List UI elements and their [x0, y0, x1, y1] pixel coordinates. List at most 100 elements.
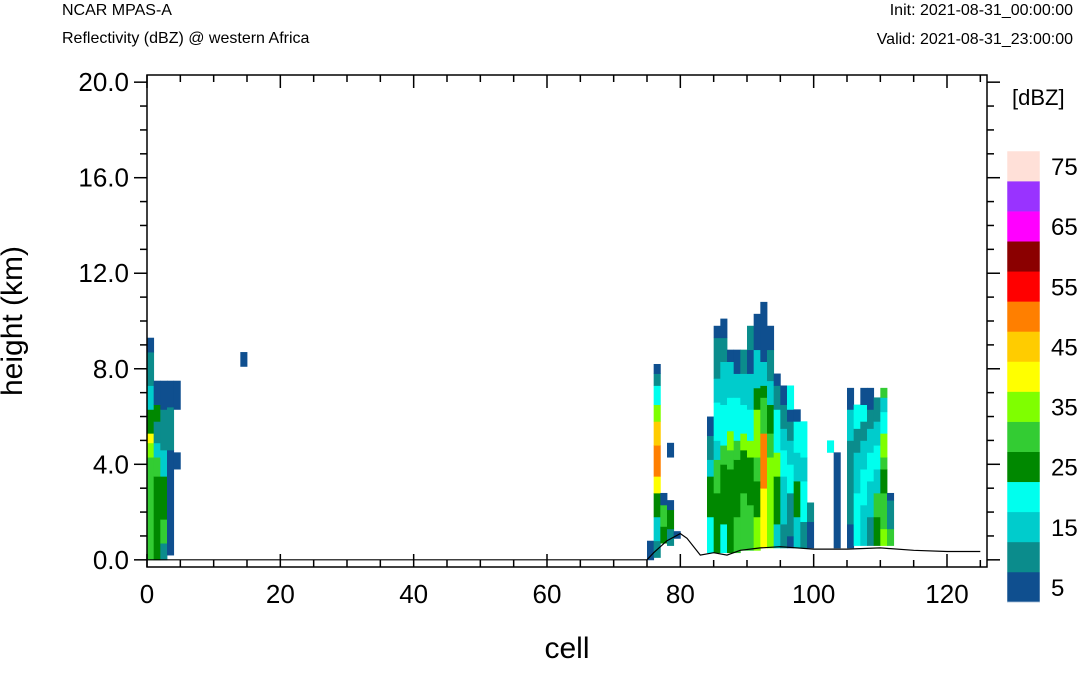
y-tick-label: 8.0	[93, 354, 129, 384]
reflectivity-cell	[787, 464, 795, 494]
reflectivity-cell	[793, 452, 801, 482]
y-axis-ticks: 0.0 4.0 8.0 12.0 16.0 20.0	[78, 67, 1000, 575]
reflectivity-cell	[720, 524, 728, 554]
colorbar-tick-label: 65	[1051, 214, 1078, 241]
reflectivity-cell	[653, 421, 661, 446]
reflectivity-cell	[887, 492, 895, 501]
reflectivity-cell	[880, 387, 888, 398]
reflectivity-cell	[860, 387, 868, 405]
reflectivity-cell	[153, 442, 161, 458]
reflectivity-cell	[767, 349, 775, 382]
colorbar-swatch	[1007, 181, 1040, 212]
reflectivity-cell	[160, 476, 168, 520]
reflectivity-cell	[753, 516, 761, 551]
y-tick-label: 0.0	[93, 545, 129, 575]
reflectivity-cell	[740, 433, 748, 451]
reflectivity-cell	[787, 409, 795, 422]
reflectivity-cell	[653, 385, 661, 405]
reflectivity-cell	[153, 421, 161, 444]
colorbar-unit: [dBZ]	[1012, 85, 1065, 110]
reflectivity-cell	[747, 325, 755, 351]
reflectivity-cell	[873, 397, 881, 422]
colorbar-swatch	[1007, 151, 1040, 182]
reflectivity-cell	[740, 349, 748, 374]
x-tick-label: 80	[666, 579, 695, 609]
reflectivity-cell	[800, 421, 808, 458]
reflectivity-cell	[867, 481, 875, 518]
colorbar-swatch	[1007, 301, 1040, 332]
reflectivity-cell	[653, 516, 661, 542]
reflectivity-cell	[647, 540, 655, 561]
reflectivity-cell	[713, 325, 721, 339]
colorbar-swatch	[1007, 331, 1040, 362]
reflectivity-cell	[767, 433, 775, 458]
reflectivity-cell	[173, 380, 181, 410]
x-tick-label: 100	[792, 579, 835, 609]
reflectivity-cell	[780, 385, 788, 405]
reflectivity-cell	[780, 476, 788, 525]
reflectivity-cell	[720, 361, 728, 405]
reflectivity-cell	[667, 442, 675, 458]
colorbar-tick-label: 25	[1051, 455, 1078, 482]
reflectivity-cell	[707, 416, 715, 437]
colorbar-tick-label: 35	[1051, 395, 1078, 422]
reflectivity-cell	[833, 452, 841, 549]
reflectivity-cell	[800, 457, 808, 482]
reflectivity-cell	[240, 352, 248, 367]
reflectivity-cell	[733, 440, 741, 460]
reflectivity-cell	[880, 411, 888, 434]
colorbar-swatch	[1007, 541, 1040, 573]
x-axis-label: cell	[544, 632, 589, 665]
reflectivity-cell	[760, 301, 768, 362]
reflectivity-cell	[153, 380, 161, 405]
valid-time: Valid: 2021-08-31_23:00:00	[876, 31, 1073, 48]
reflectivity-cell	[773, 385, 781, 410]
reflectivity-cell	[867, 516, 875, 546]
field-title: Reflectivity (dBZ) @ western Africa	[62, 30, 310, 47]
reflectivity-cell	[747, 373, 755, 410]
reflectivity-cell	[827, 440, 835, 453]
reflectivity-cell	[147, 352, 155, 386]
reflectivity-cell	[713, 459, 721, 494]
reflectivity-cell	[153, 476, 161, 561]
reflectivity-cell	[147, 433, 155, 444]
reflectivity-cell	[760, 433, 768, 489]
reflectivity-cell	[773, 476, 781, 525]
reflectivity-cell	[147, 457, 155, 561]
reflectivity-cell	[807, 502, 815, 523]
terrain-line	[147, 532, 981, 561]
reflectivity-cell	[707, 435, 715, 460]
reflectivity-cell	[860, 421, 868, 441]
reflectivity-cell	[173, 452, 181, 470]
reflectivity-cell	[727, 449, 735, 470]
reflectivity-cell	[787, 385, 795, 410]
reflectivity-cell	[880, 469, 888, 494]
reflectivity-cell	[660, 492, 668, 506]
reflectivity-cell	[847, 440, 855, 525]
reflectivity-cell	[720, 445, 728, 465]
reflectivity-cell	[707, 516, 715, 554]
model-name: NCAR MPAS-A	[62, 2, 172, 19]
reflectivity-cell	[727, 469, 735, 554]
colorbar-swatch	[1007, 361, 1040, 392]
reflectivity-cell	[873, 492, 881, 518]
reflectivity-cell	[167, 406, 175, 451]
reflectivity-cell	[780, 449, 788, 477]
y-axis-label: height (km)	[0, 246, 29, 396]
reflectivity-cell	[747, 457, 755, 506]
reflectivity-cell	[713, 378, 721, 403]
reflectivity-cell	[713, 440, 721, 460]
colorbar-tick-label: 55	[1051, 274, 1078, 301]
reflectivity-cell	[847, 387, 855, 410]
reflectivity-cell	[800, 521, 808, 549]
reflectivity-cell	[753, 387, 761, 410]
reflectivity-cell	[760, 488, 768, 549]
colorbar-swatch	[1007, 241, 1040, 272]
reflectivity-cell	[847, 524, 855, 549]
reflectivity-cell	[733, 516, 741, 554]
reflectivity-cell	[860, 469, 868, 506]
reflectivity-cell	[727, 430, 735, 451]
reflectivity-cell	[167, 380, 175, 408]
reflectivity-cell	[727, 397, 735, 432]
